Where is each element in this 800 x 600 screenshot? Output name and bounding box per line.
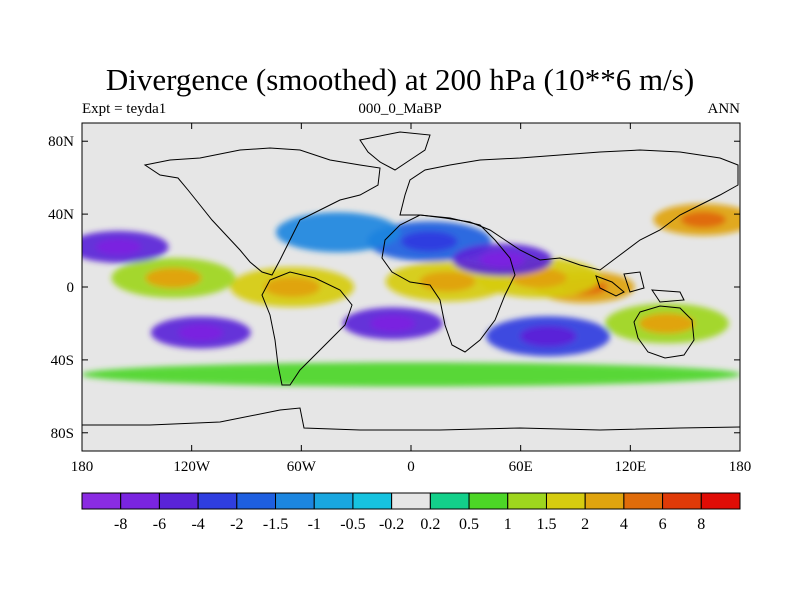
colorbar-swatch (468, 492, 509, 510)
colorbar-label: 1.5 (536, 516, 556, 533)
coastlines (82, 131, 740, 431)
x-tick-label: 120E (614, 459, 646, 475)
x-tick-label: 60W (287, 459, 317, 475)
y-axis: 80N 40N 0 40S 80S (48, 134, 740, 442)
field-core-arabia-convergence (479, 251, 525, 268)
colorbar-swatch (158, 492, 199, 510)
colorbar-label: -0.5 (340, 516, 365, 533)
colorbar-label: -4 (191, 516, 204, 533)
y-tick-label: 80S (51, 426, 74, 442)
field-core-s-pacific-convergence (178, 324, 224, 341)
field-core-nw-pacific-max (680, 211, 726, 228)
season-label: ANN (707, 101, 741, 117)
field-core-n-pacific-convergence (96, 238, 142, 255)
coastline-greenland (359, 131, 431, 171)
x-tick-label: 60E (509, 459, 533, 475)
field-core-central-pacific-band (145, 267, 202, 288)
coastline-new-guinea (651, 289, 685, 303)
colorbar-swatch (623, 492, 664, 510)
field-core-s-indian-convergence (520, 326, 576, 347)
colorbar-label: -1 (308, 516, 321, 533)
field-atlantic-convergence (275, 212, 400, 253)
colorbar-label: 2 (581, 516, 589, 533)
field-core-africa-max (419, 271, 476, 292)
coastline-antarctica (82, 407, 740, 431)
colorbar-label: -2 (230, 516, 243, 533)
coastline-borneo (623, 271, 645, 293)
colorbar-swatch (352, 492, 393, 510)
colorbar-swatch (313, 492, 354, 510)
coastline-australia (633, 305, 695, 359)
field-core-sw-pacific-band (639, 313, 695, 334)
x-tick-label: 180 (729, 459, 752, 475)
y-tick-label: 40S (51, 353, 74, 369)
colorbar-swatch (584, 492, 625, 510)
colorbar-label: -8 (114, 516, 127, 533)
colorbar-label: -0.2 (379, 516, 404, 533)
colorbar-swatch (429, 492, 470, 510)
colorbar-swatch (662, 492, 702, 510)
colorbar-label: -6 (153, 516, 166, 533)
coastline-eurasia (399, 149, 739, 271)
coastline-south-america (261, 271, 353, 386)
colorbar-swatch (507, 492, 547, 510)
colorbar-label: 8 (697, 516, 705, 533)
x-tick-label: 0 (407, 459, 415, 475)
colorbar-label: 0.5 (459, 516, 479, 533)
colorbar-swatch (275, 492, 315, 510)
coastline-sumatra (595, 275, 625, 297)
colorbar-swatch (197, 492, 238, 510)
field-core-s-atlantic-convergence (370, 315, 416, 332)
experiment-label: Expt = teyda1 (82, 101, 167, 117)
colorbar-swatch (81, 492, 122, 510)
colorbar-swatch (236, 492, 277, 510)
x-tick-label: 120W (173, 459, 211, 475)
colorbar-swatch (700, 492, 741, 510)
y-tick-label: 0 (67, 280, 75, 296)
y-tick-label: 80N (48, 134, 74, 150)
field-southern-ocean-ring (82, 362, 740, 387)
field-core-amazon-max (264, 277, 321, 297)
figure-title: Divergence (smoothed) at 200 hPa (10**6 … (105, 62, 695, 97)
time-label: 000_0_MaBP (358, 101, 442, 117)
colorbar: -8 -6 -4 -2 -1.5 -1 -0.5 -0.2 0.2 0.5 1 1.5 2 4 6 8 (81, 492, 741, 533)
colorbar-label: -1.5 (263, 516, 288, 533)
colorbar-label: 0.2 (420, 516, 440, 533)
x-axis: 180 120W 60W 0 60E 120E 180 (71, 123, 752, 475)
colorbar-swatch (545, 492, 586, 510)
divergence-field (82, 203, 740, 387)
field-core-sahara-convergence (401, 231, 458, 252)
colorbar-swatch (391, 492, 431, 510)
colorbar-swatch (120, 492, 160, 510)
colorbar-label: 6 (659, 516, 667, 533)
colorbar-label: 4 (620, 516, 628, 533)
coastline-north-america (143, 147, 381, 276)
colorbar-label: 1 (504, 516, 512, 533)
y-tick-label: 40N (48, 207, 74, 223)
x-tick-label: 180 (71, 459, 94, 475)
